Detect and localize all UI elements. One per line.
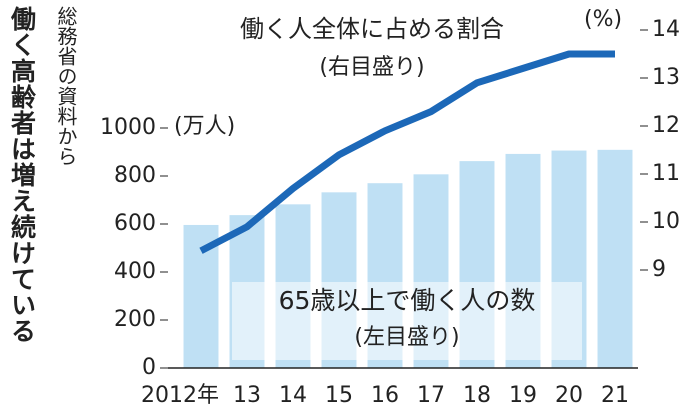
y-axis-label: (万人) xyxy=(174,114,235,139)
y-tick-label: 200 xyxy=(114,307,156,332)
y2-tick-label: 9 xyxy=(652,257,666,282)
y2-tick-label: 14 xyxy=(652,17,680,42)
y2-tick-label: 12 xyxy=(652,113,680,138)
x-tick-label: 19 xyxy=(509,383,537,408)
y-tick-label: 1000 xyxy=(100,115,156,140)
x-tick-label: 21 xyxy=(601,383,629,408)
bar xyxy=(597,149,633,368)
x-tick-label: 16 xyxy=(371,383,399,408)
y2-tick-label: 13 xyxy=(652,65,680,90)
x-tick-label: 13 xyxy=(233,383,261,408)
x-tick-label: 17 xyxy=(417,383,445,408)
y-tick-label: 600 xyxy=(114,211,156,236)
x-tick-label: 15 xyxy=(325,383,353,408)
y2-tick-label: 11 xyxy=(652,161,680,186)
y2-tick-label: 10 xyxy=(652,209,680,234)
x-tick-label: 18 xyxy=(463,383,491,408)
bar-note: (左目盛り) xyxy=(354,325,459,350)
x-tick-label: 14 xyxy=(279,383,307,408)
label-box xyxy=(232,282,582,360)
line-note: (右目盛り) xyxy=(319,55,424,80)
bar-label: 65歳以上で働く人の数 xyxy=(279,286,536,315)
y-tick-label: 800 xyxy=(114,163,156,188)
x-tick-label: 20 xyxy=(555,383,583,408)
line xyxy=(199,50,615,254)
y-tick-label: 0 xyxy=(142,355,156,380)
chart-title: 働く高齢者は増え続けている xyxy=(8,6,38,344)
source: 総務省の資料から xyxy=(54,6,78,166)
x-tick-label: 2012年 xyxy=(141,383,219,408)
y-tick-label: 400 xyxy=(114,259,156,284)
line-label: 働く人全体に占める割合 xyxy=(240,15,504,43)
y2-axis-label: (%) xyxy=(584,7,622,32)
